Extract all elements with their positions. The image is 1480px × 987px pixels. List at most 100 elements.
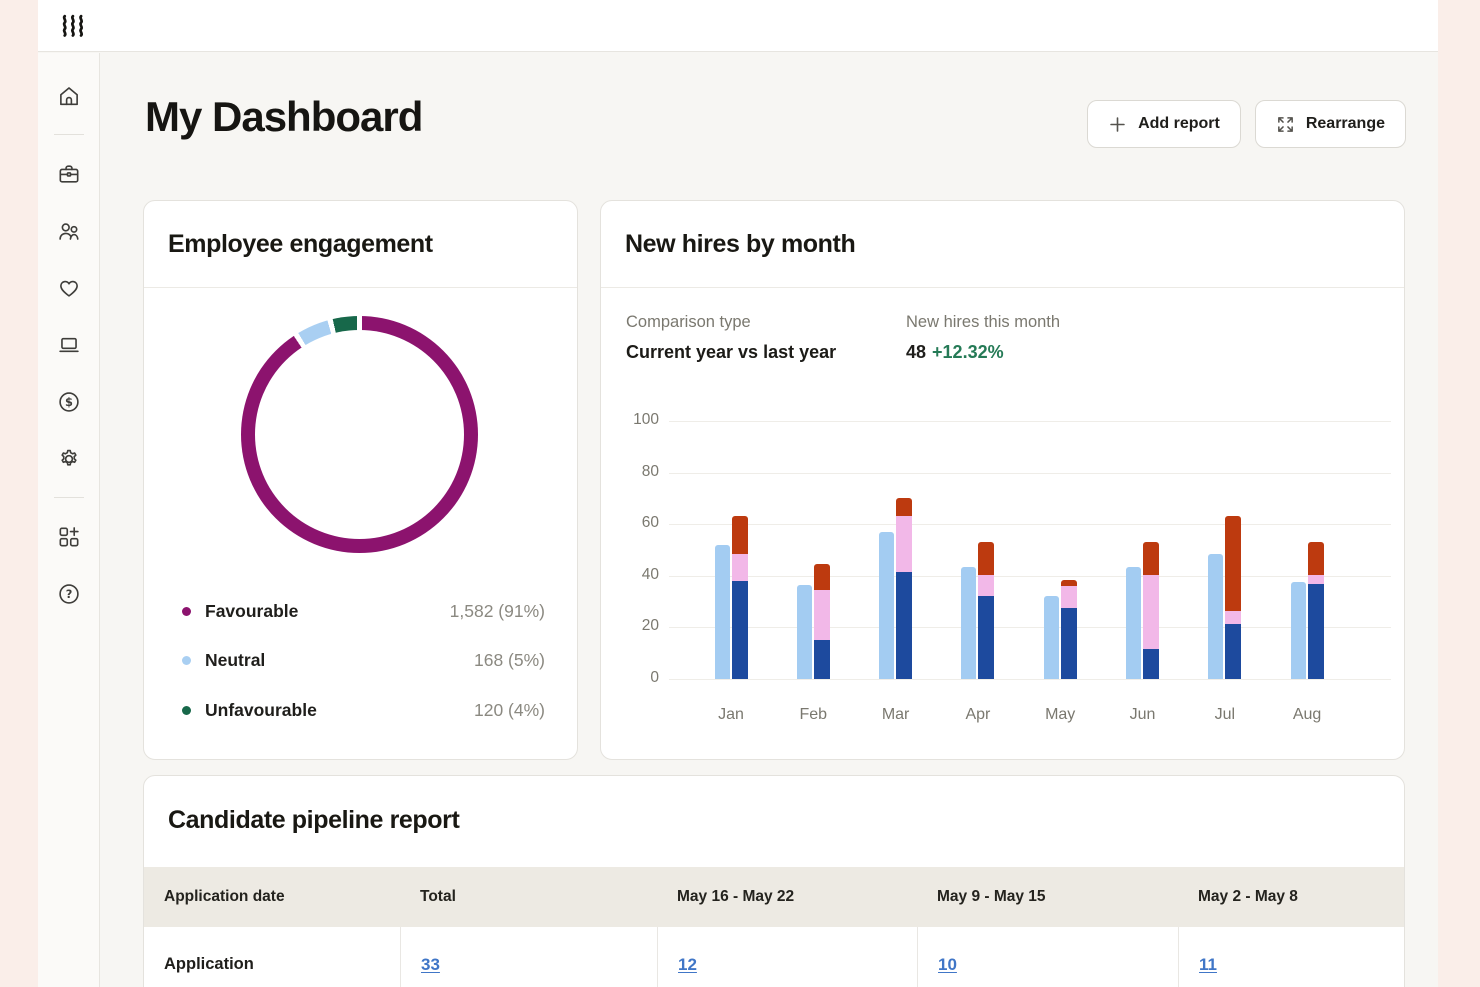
- legend-row: Favourable 1,582 (91%): [182, 597, 545, 625]
- employee-engagement-card: Employee engagement Favourable 1,582 (91%…: [143, 200, 578, 760]
- pipeline-count-link[interactable]: 12: [678, 955, 697, 974]
- sidebar-item-briefcase[interactable]: [56, 161, 82, 187]
- column-header: May 16 - May 22: [677, 888, 795, 905]
- bar-segment-pink: [1225, 610, 1242, 624]
- column-header: Total: [420, 888, 456, 905]
- legend-row: Unfavourable 120 (4%): [182, 696, 545, 724]
- x-axis-tick-label: Feb: [799, 706, 828, 723]
- legend-label: Favourable: [205, 600, 299, 621]
- bar-segment-navy: [731, 580, 748, 679]
- metric-line: 48 +12.32%: [906, 342, 1004, 363]
- rearrange-button[interactable]: Rearrange: [1254, 100, 1406, 148]
- x-axis-tick-label: Apr: [965, 706, 991, 723]
- sidebar-item-help[interactable]: ?: [56, 581, 82, 607]
- bar-segment-red: [978, 542, 995, 575]
- bar-segment-pink: [978, 574, 995, 597]
- gridline: [669, 679, 1391, 680]
- sidebar-item-laptop[interactable]: [56, 332, 82, 358]
- legend-dot: [182, 656, 191, 665]
- bar-group-jun: [1126, 542, 1159, 679]
- legend-value: 120 (4%): [473, 699, 545, 720]
- bar-segment-pink: [1143, 574, 1159, 650]
- metric-label: New hires this month: [906, 313, 1061, 331]
- bar-group-feb: [796, 564, 830, 679]
- engagement-donut-chart: [241, 316, 478, 553]
- legend-label: Unfavourable: [205, 699, 317, 720]
- bar-last-year: [1126, 566, 1141, 679]
- y-axis-tick-label: 80: [641, 462, 659, 480]
- page-title: My Dashboard: [145, 93, 423, 140]
- comparison-type-value: Current year vs last year: [626, 342, 837, 362]
- y-axis-tick-label: 0: [650, 669, 659, 686]
- app-window: $? My Dashboard Add report: [38, 0, 1438, 987]
- bar-group-jan: [714, 516, 748, 679]
- bar-last-year: [1290, 582, 1306, 679]
- legend-value: 168 (5%): [473, 650, 545, 670]
- sidebar-item-home[interactable]: [56, 83, 82, 109]
- bar-current-year: [978, 542, 995, 679]
- svg-text:$: $: [65, 395, 73, 409]
- bar-segment-red: [1060, 579, 1077, 587]
- billing-icon: $: [56, 389, 82, 415]
- bar-last-year: [714, 544, 730, 679]
- new-hires-bar-chart: [669, 421, 1391, 680]
- card-header: Employee engagement: [144, 201, 577, 288]
- bar-segment-navy: [1225, 623, 1242, 679]
- bar-last-year: [961, 566, 977, 679]
- pipeline-table-row: Application 33 12 10 11: [144, 927, 1404, 987]
- bar-segment-navy: [896, 571, 913, 679]
- donut-hole: [255, 330, 464, 539]
- bar-segment-pink: [896, 516, 913, 572]
- settings-icon: [56, 446, 82, 472]
- pipeline-count-link[interactable]: 11: [1199, 955, 1217, 974]
- metric-value: 48: [906, 342, 927, 362]
- comparison-type-label: Comparison type: [626, 313, 751, 331]
- sidebar-item-billing[interactable]: $: [56, 389, 82, 415]
- bar-segment-navy: [1060, 608, 1077, 679]
- bar-current-year: [813, 564, 830, 679]
- rearrange-label: Rearrange: [1305, 115, 1385, 132]
- column-header: Application date: [164, 888, 285, 905]
- bar-current-year: [731, 516, 748, 679]
- sidebar-item-settings[interactable]: [56, 446, 82, 472]
- bar-group-apr: [961, 542, 995, 679]
- pipeline-cell: 10: [917, 927, 1178, 987]
- top-bar: [38, 0, 1438, 52]
- pipeline-cell: 12: [657, 927, 917, 987]
- pipeline-row-label: Application: [164, 955, 254, 973]
- bar-last-year: [1208, 553, 1224, 679]
- metric-delta: +12.32%: [932, 342, 1004, 362]
- bar-current-year: [1060, 579, 1077, 679]
- y-axis: 0 20 40 60 80 100: [601, 411, 659, 686]
- bar-segment-navy: [813, 640, 830, 679]
- gridline: [669, 472, 1391, 474]
- pipeline-count-link[interactable]: 10: [938, 955, 957, 974]
- bar-segment-red: [896, 498, 913, 517]
- engagement-card-title: Employee engagement: [168, 229, 433, 258]
- x-axis-tick-label: Jun: [1129, 706, 1156, 723]
- pipeline-cell: 11: [1178, 927, 1404, 987]
- bar-segment-navy: [978, 596, 995, 679]
- pipeline-count-link[interactable]: 33: [421, 955, 440, 974]
- sidebar-item-heart[interactable]: [56, 275, 82, 301]
- sidebar: $?: [38, 53, 100, 987]
- x-axis-tick-label: Aug: [1292, 706, 1322, 723]
- legend-dot: [182, 705, 191, 715]
- x-axis-tick-label: Mar: [881, 706, 910, 723]
- sidebar-item-people[interactable]: [56, 218, 82, 244]
- add-report-button[interactable]: Add report: [1087, 100, 1241, 148]
- bar-segment-red: [731, 516, 748, 554]
- bar-segment-pink: [731, 553, 748, 581]
- gridline: [669, 627, 1391, 629]
- bar-group-may: [1043, 579, 1077, 679]
- bar-segment-red: [1307, 542, 1324, 575]
- rippling-logo[interactable]: [55, 14, 93, 38]
- gridline: [669, 524, 1391, 526]
- pipeline-table-header: Application date Total May 16 - May 22 May …: [144, 867, 1404, 927]
- sidebar-item-apps[interactable]: [56, 524, 82, 550]
- bar-last-year: [796, 584, 812, 679]
- pipeline-cell: 33: [400, 927, 657, 987]
- laptop-icon: [56, 332, 82, 358]
- legend-dot: [182, 606, 191, 616]
- bar-segment-pink: [1060, 586, 1077, 609]
